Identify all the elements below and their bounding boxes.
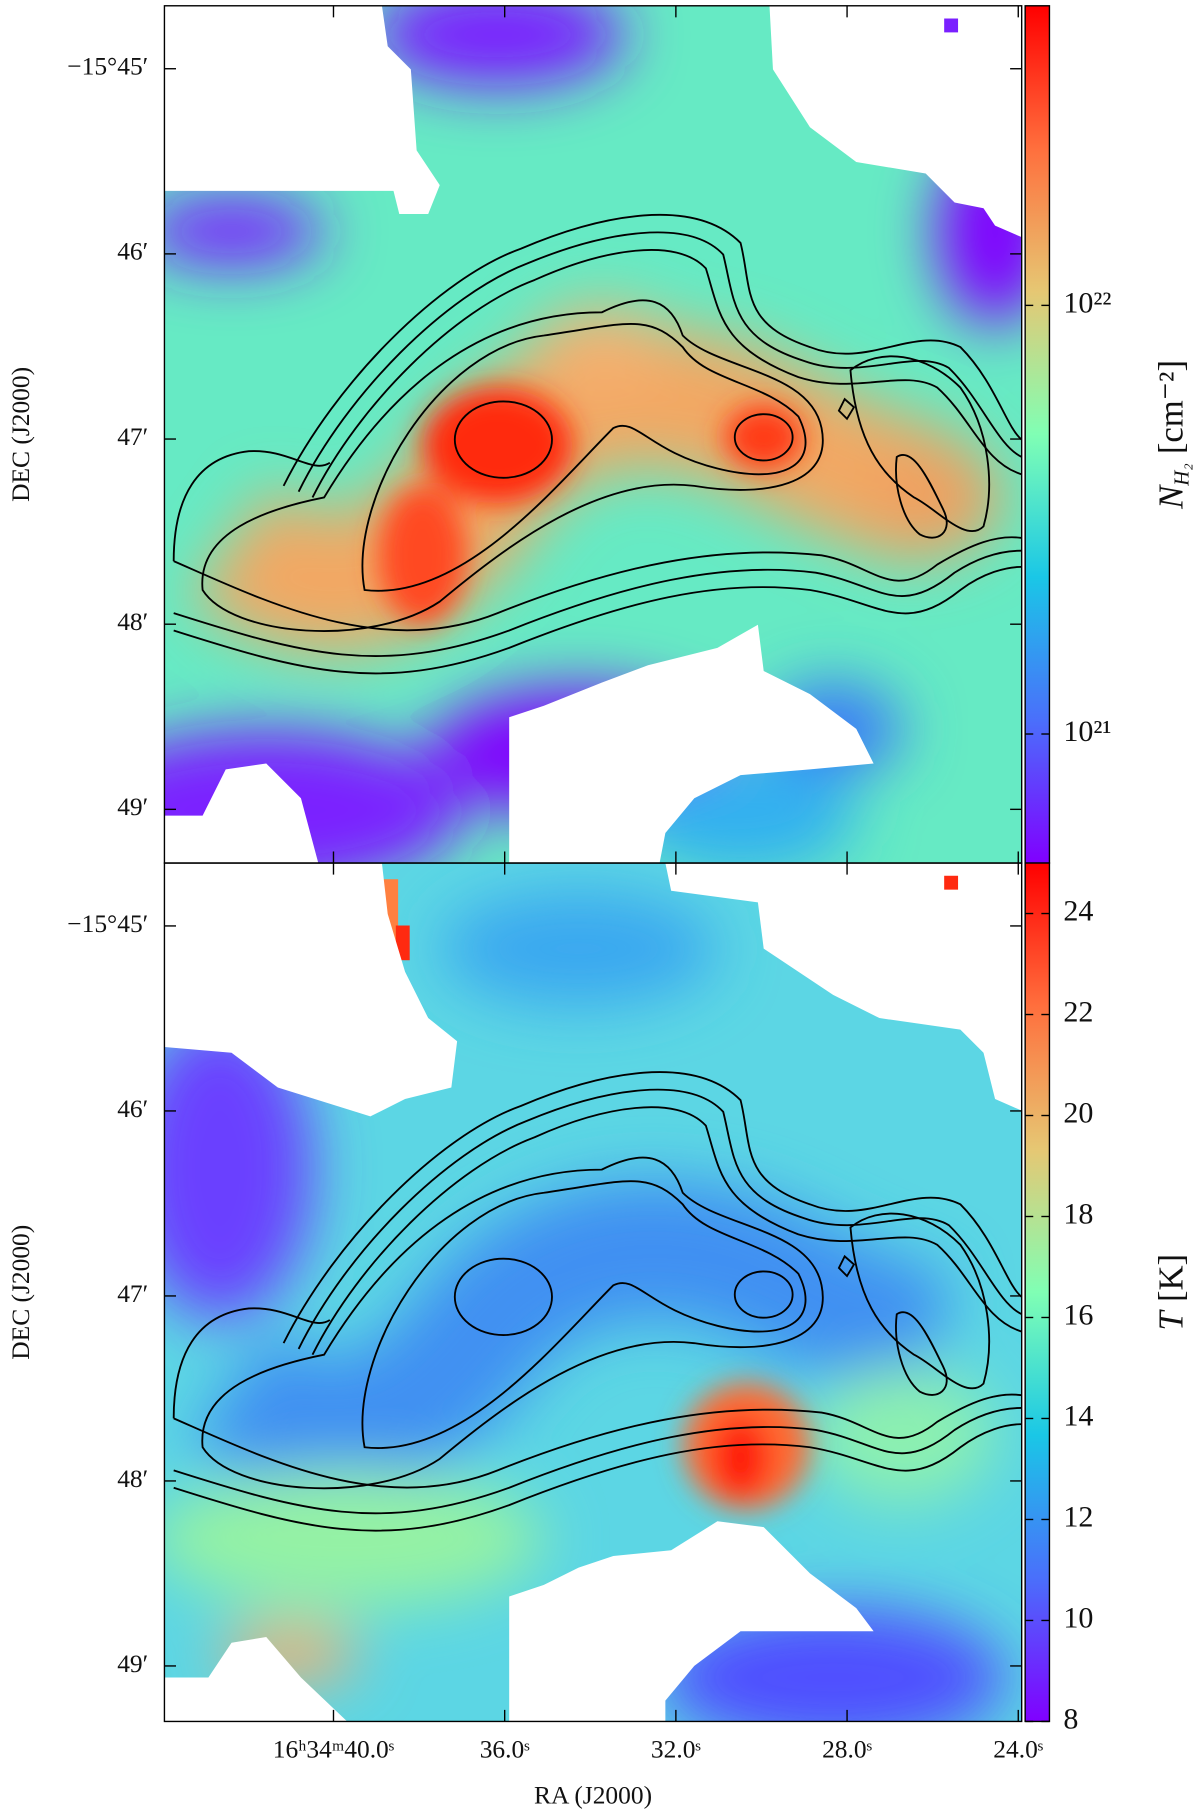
colorbar-symbol: T [1151,1309,1190,1331]
colorbar-tick-label: 18 [1063,1196,1093,1230]
colorbar-tick-label: 10²² [1063,285,1111,319]
colorbar-tick-label: 8 [1063,1701,1078,1735]
x-tick-label: 24.0ˢ [993,1734,1044,1763]
colorbar-tick-label: 24 [1063,893,1093,927]
column-density-map [164,5,1022,864]
colorbar-tick-label: 20 [1063,1095,1093,1129]
colorbar-unit: [cm⁻²] [1151,360,1190,454]
y-tick-label: 48′ [117,1464,148,1493]
colorbar-symbol: N [1151,484,1190,510]
colorbar-tick-label: 12 [1063,1499,1093,1533]
colorbar-tick-label: 22 [1063,994,1093,1028]
y-tick-label: −15°45′ [67,909,148,938]
colorbar-tick-label: 10 [1063,1600,1093,1634]
x-tick-label: 28.0ˢ [822,1734,873,1763]
x-tick-label: 36.0ˢ [480,1734,531,1763]
x-tick-label: 32.0ˢ [651,1734,702,1763]
y-tick-label: −15°45′ [67,52,148,81]
colorbar-title: T [K] [1151,1254,1190,1331]
y-axis-title: DEC (J2000) [6,1225,35,1360]
colorbar-tick-label: 10²¹ [1063,714,1111,748]
colorbar [1024,862,1051,1723]
y-tick-label: 49′ [117,1649,148,1678]
colorbar-tick-label: 14 [1063,1398,1093,1432]
colorbar [1024,5,1051,864]
colorbar-unit: [K] [1151,1254,1190,1302]
y-tick-label: 46′ [117,237,148,266]
y-tick-label: 46′ [117,1094,148,1123]
y-tick-label: 48′ [117,607,148,636]
colorbar-tick-label: 16 [1063,1297,1093,1331]
x-axis-title: RA (J2000) [534,1781,652,1810]
x-tick-label: 16ʰ34ᵐ40.0ˢ [273,1734,395,1763]
colorbar-subscript: H₂ [1169,463,1193,486]
plot-frame [163,862,1023,1723]
y-tick-label: 47′ [117,1279,148,1308]
y-tick-label: 47′ [117,422,148,451]
colorbar-title: NH₂ [cm⁻²] [1151,360,1193,510]
temperature-map [164,863,1022,1722]
y-tick-label: 49′ [117,792,148,821]
y-axis-title: DEC (J2000) [6,367,35,502]
